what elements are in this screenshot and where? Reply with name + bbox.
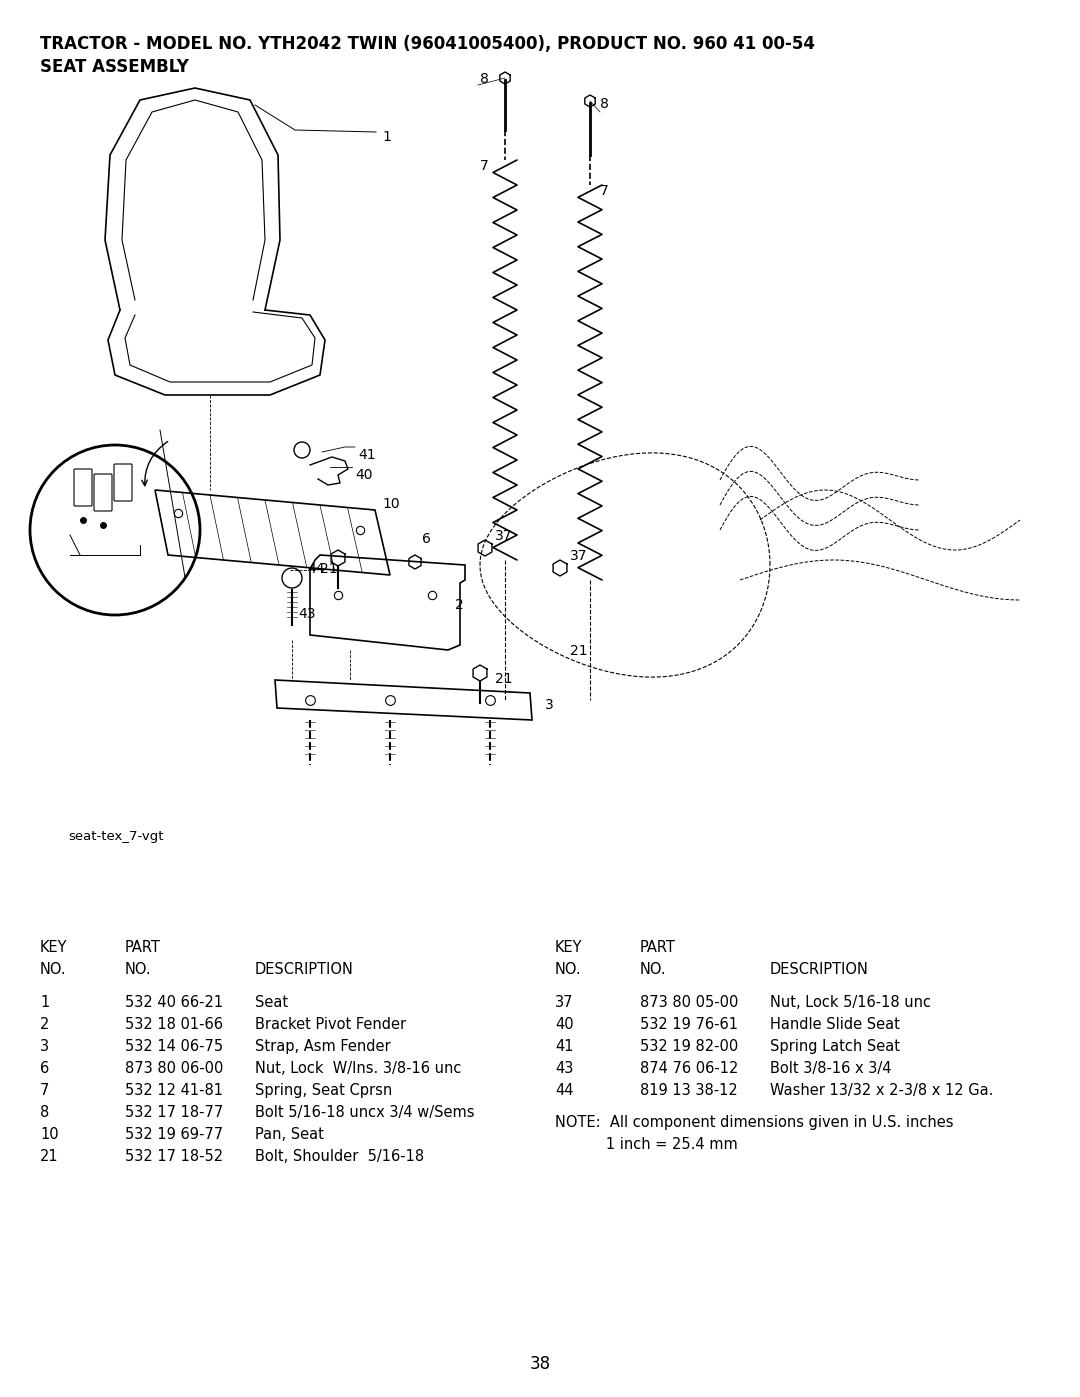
- Text: 7: 7: [600, 184, 609, 198]
- Text: 1: 1: [40, 995, 50, 1010]
- Text: 873 80 05-00: 873 80 05-00: [640, 995, 739, 1010]
- Text: 37: 37: [555, 995, 573, 1010]
- Text: 532 12 41-81: 532 12 41-81: [125, 1083, 222, 1098]
- Text: 44: 44: [555, 1083, 573, 1098]
- Text: NO.: NO.: [125, 963, 151, 977]
- Text: Strap, Asm Fender: Strap, Asm Fender: [255, 1039, 391, 1053]
- Text: 3: 3: [545, 698, 554, 712]
- Text: 38: 38: [529, 1355, 551, 1373]
- Text: 8: 8: [480, 73, 489, 87]
- Text: 41: 41: [357, 448, 376, 462]
- Text: KEY: KEY: [40, 940, 67, 956]
- Text: 7: 7: [40, 1083, 50, 1098]
- Text: NO.: NO.: [555, 963, 582, 977]
- Text: 1 inch = 25.4 mm: 1 inch = 25.4 mm: [555, 1137, 738, 1153]
- Text: NOTE:  All component dimensions given in U.S. inches: NOTE: All component dimensions given in …: [555, 1115, 954, 1130]
- Text: 37: 37: [495, 529, 513, 543]
- Text: 532 40 66-21: 532 40 66-21: [125, 995, 224, 1010]
- Text: Bolt 3/8-16 x 3/4: Bolt 3/8-16 x 3/4: [770, 1060, 891, 1076]
- Text: Nut, Lock  W/Ins. 3/8-16 unc: Nut, Lock W/Ins. 3/8-16 unc: [255, 1060, 461, 1076]
- Text: 10: 10: [40, 1127, 58, 1141]
- Text: 3: 3: [40, 1039, 49, 1053]
- Text: 40: 40: [355, 468, 373, 482]
- Text: 43: 43: [555, 1060, 573, 1076]
- Text: PART: PART: [125, 940, 161, 956]
- Text: NO.: NO.: [640, 963, 666, 977]
- Text: 8: 8: [600, 96, 609, 110]
- Text: Pan, Seat: Pan, Seat: [255, 1127, 324, 1141]
- Text: Nut, Lock 5/16-18 unc: Nut, Lock 5/16-18 unc: [770, 995, 931, 1010]
- Text: 532 14 06-75: 532 14 06-75: [125, 1039, 224, 1053]
- Text: 44: 44: [307, 562, 324, 576]
- Text: 41: 41: [555, 1039, 573, 1053]
- Text: 8: 8: [40, 1105, 50, 1120]
- Text: Bolt, Shoulder  5/16-18: Bolt, Shoulder 5/16-18: [255, 1148, 424, 1164]
- Text: PART: PART: [640, 940, 676, 956]
- Text: 532 19 82-00: 532 19 82-00: [640, 1039, 739, 1053]
- Text: 6: 6: [422, 532, 431, 546]
- Text: 10: 10: [382, 497, 400, 511]
- Text: Handle Slide Seat: Handle Slide Seat: [770, 1017, 900, 1032]
- Text: 37: 37: [570, 549, 588, 563]
- Text: 532 17 18-52: 532 17 18-52: [125, 1148, 224, 1164]
- Text: KEY: KEY: [555, 940, 582, 956]
- Text: 6: 6: [40, 1060, 50, 1076]
- Text: Spring Latch Seat: Spring Latch Seat: [770, 1039, 900, 1053]
- Text: 21: 21: [320, 562, 338, 576]
- Text: 40: 40: [555, 1017, 573, 1032]
- Text: SEAT ASSEMBLY: SEAT ASSEMBLY: [40, 59, 189, 75]
- Text: 819 13 38-12: 819 13 38-12: [640, 1083, 738, 1098]
- Text: 532 19 69-77: 532 19 69-77: [125, 1127, 224, 1141]
- Text: TRACTOR - MODEL NO. YTH2042 TWIN (96041005400), PRODUCT NO. 960 41 00-54: TRACTOR - MODEL NO. YTH2042 TWIN (960410…: [40, 35, 815, 53]
- Text: 2: 2: [455, 598, 463, 612]
- Text: 532 19 76-61: 532 19 76-61: [640, 1017, 738, 1032]
- Text: NO.: NO.: [40, 963, 67, 977]
- Text: Seat: Seat: [255, 995, 288, 1010]
- Text: 874 76 06-12: 874 76 06-12: [640, 1060, 739, 1076]
- Text: Washer 13/32 x 2-3/8 x 12 Ga.: Washer 13/32 x 2-3/8 x 12 Ga.: [770, 1083, 994, 1098]
- Text: 7: 7: [480, 159, 489, 173]
- Text: DESCRIPTION: DESCRIPTION: [770, 963, 869, 977]
- Text: Spring, Seat Cprsn: Spring, Seat Cprsn: [255, 1083, 392, 1098]
- Text: 532 17 18-77: 532 17 18-77: [125, 1105, 224, 1120]
- Text: Bolt 5/16-18 uncx 3/4 w/Sems: Bolt 5/16-18 uncx 3/4 w/Sems: [255, 1105, 474, 1120]
- Text: 1: 1: [382, 130, 391, 144]
- Text: 43: 43: [298, 608, 315, 622]
- Text: 21: 21: [40, 1148, 58, 1164]
- Text: 21: 21: [495, 672, 513, 686]
- Text: 21: 21: [570, 644, 588, 658]
- Text: Bracket Pivot Fender: Bracket Pivot Fender: [255, 1017, 406, 1032]
- Text: seat-tex_7-vgt: seat-tex_7-vgt: [68, 830, 163, 842]
- Text: 2: 2: [40, 1017, 50, 1032]
- Text: 532 18 01-66: 532 18 01-66: [125, 1017, 222, 1032]
- Text: DESCRIPTION: DESCRIPTION: [255, 963, 354, 977]
- Text: 873 80 06-00: 873 80 06-00: [125, 1060, 224, 1076]
